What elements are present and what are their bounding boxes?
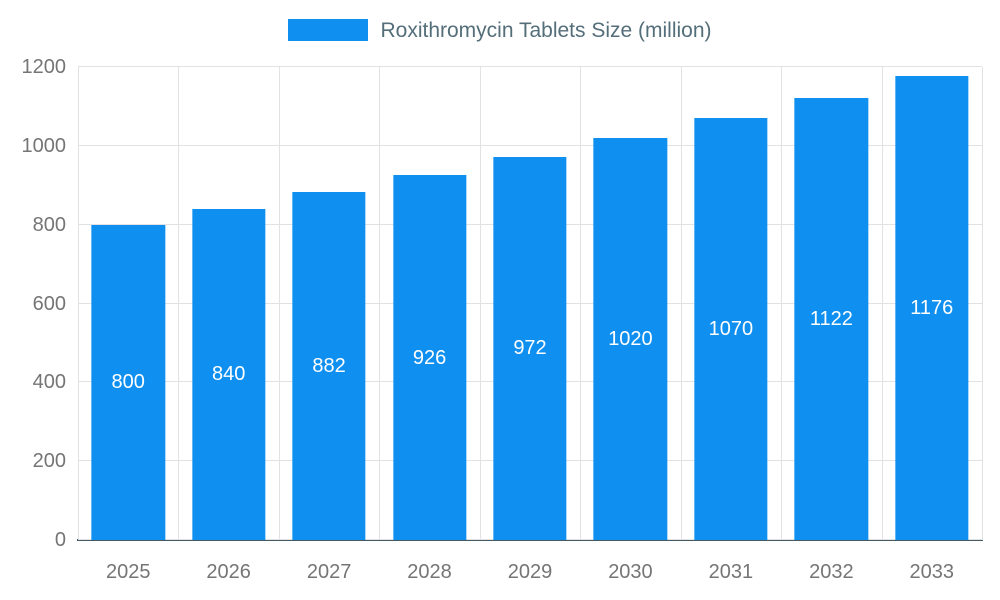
- v-gridline: [379, 67, 381, 540]
- h-gridline: [78, 66, 982, 67]
- v-gridline: [278, 67, 280, 540]
- legend-label: Roxithromycin Tablets Size (million): [380, 18, 712, 42]
- x-axis-tick-label: 2027: [306, 561, 352, 583]
- bar-2031[interactable]: 1070: [694, 118, 768, 540]
- bar-value-label: 840: [211, 363, 246, 386]
- bar-value-label: 1070: [708, 318, 754, 341]
- bar-value-label: 800: [111, 371, 145, 394]
- x-axis-labels: 2025 2026 2027 2028 2029 2030 2031 2032 2033: [78, 558, 982, 588]
- v-gridline: [78, 67, 79, 540]
- y-axis-tick-label: 0: [54, 529, 66, 551]
- bar-value-label: 1020: [608, 327, 653, 350]
- x-axis-line: [77, 539, 983, 541]
- bar-2025[interactable]: 800: [91, 224, 165, 540]
- bar-2029[interactable]: 972: [493, 156, 567, 540]
- bar-value-label: 1122: [809, 307, 853, 330]
- x-axis-tick-label: 2031: [708, 561, 754, 583]
- bar-2033[interactable]: 1176: [895, 76, 969, 540]
- bar-2027[interactable]: 882: [292, 192, 366, 540]
- v-gridline: [178, 67, 180, 540]
- bar-value-label: 882: [312, 355, 346, 378]
- bar-2028[interactable]: 926: [392, 175, 467, 540]
- x-axis-tick-label: 2032: [809, 561, 854, 583]
- bar-2030[interactable]: 1020: [593, 137, 668, 540]
- y-axis-tick-label: 200: [32, 450, 66, 473]
- y-axis-tick-label: 600: [32, 292, 66, 315]
- bar-2032[interactable]: 1122: [794, 97, 868, 540]
- legend[interactable]: Roxithromycin Tablets Size (million): [0, 17, 1000, 43]
- x-axis-tick-label: 2033: [909, 561, 955, 583]
- y-axis-tick-label: 400: [32, 371, 66, 394]
- v-gridline: [881, 67, 883, 540]
- v-gridline: [781, 67, 783, 540]
- v-gridline: [479, 67, 481, 540]
- x-axis-tick-label: 2029: [507, 561, 553, 583]
- bar-value-label: 972: [513, 337, 547, 360]
- v-gridline: [680, 67, 682, 540]
- v-gridline: [580, 67, 582, 540]
- bar-2026[interactable]: 840: [192, 208, 266, 540]
- y-axis-tick-label: 1200: [21, 56, 67, 78]
- x-axis-tick-label: 2030: [608, 561, 653, 583]
- v-gridline: [982, 67, 983, 540]
- bar-value-label: 1176: [910, 297, 954, 320]
- legend-swatch[interactable]: [288, 19, 369, 41]
- y-axis-tick-label: 1000: [21, 134, 67, 157]
- x-axis-tick-label: 2025: [105, 561, 151, 583]
- plot-area: 0 200 400 600 800 1000 1200 800 840 882 926 972 1020…: [22, 57, 983, 550]
- x-axis-tick-label: 2028: [407, 561, 452, 583]
- y-axis-tick-label: 800: [32, 213, 66, 236]
- x-axis-tick-label: 2026: [206, 561, 251, 583]
- h-gridline: [78, 144, 982, 146]
- bar-value-label: 926: [412, 346, 447, 369]
